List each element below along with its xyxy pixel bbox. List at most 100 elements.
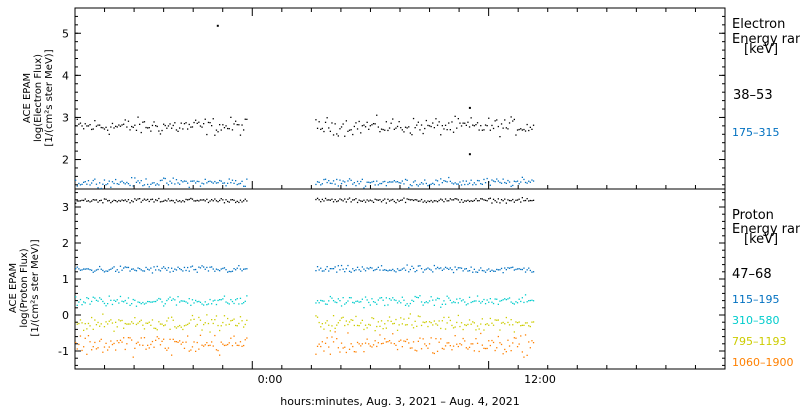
electron-point xyxy=(150,183,152,185)
proton-point xyxy=(211,319,213,321)
proton-point xyxy=(318,343,320,345)
proton-point xyxy=(137,341,139,343)
proton-ylabel-line1: ACE EPAM xyxy=(8,263,19,313)
proton-point xyxy=(207,344,210,347)
proton-point xyxy=(78,301,80,303)
proton-point xyxy=(441,269,443,271)
proton-data-points xyxy=(75,197,535,358)
proton-point xyxy=(430,199,432,202)
proton-point xyxy=(425,201,427,204)
proton-point xyxy=(462,201,464,203)
electron-point xyxy=(409,184,411,186)
electron-point xyxy=(196,180,198,182)
proton-point xyxy=(411,199,413,201)
proton-point xyxy=(139,198,141,200)
proton-point xyxy=(87,297,90,300)
proton-point xyxy=(321,323,323,325)
electron-point xyxy=(524,130,527,132)
electron-point xyxy=(118,183,120,185)
proton-point xyxy=(363,268,365,270)
proton-point xyxy=(191,265,194,267)
proton-point xyxy=(520,300,522,303)
electron-point xyxy=(363,124,365,126)
proton-point xyxy=(171,299,173,301)
proton-point xyxy=(100,298,102,300)
proton-point xyxy=(83,268,85,270)
electron-point xyxy=(140,180,142,182)
proton-point xyxy=(486,200,488,202)
electron-point xyxy=(483,178,485,181)
proton-point xyxy=(444,345,447,347)
proton-point xyxy=(108,295,110,297)
proton-point xyxy=(134,317,136,319)
proton-point xyxy=(505,316,507,319)
proton-point xyxy=(238,201,240,204)
electron-point xyxy=(79,184,82,186)
electron-point xyxy=(241,124,243,126)
proton-point xyxy=(198,200,200,202)
proton-point xyxy=(393,299,395,301)
proton-point xyxy=(388,316,391,318)
proton-point xyxy=(510,350,512,352)
proton-point xyxy=(465,347,467,349)
proton-point xyxy=(91,300,93,303)
proton-point xyxy=(454,198,456,200)
proton-point xyxy=(139,268,141,270)
proton-point xyxy=(420,324,423,327)
proton-point xyxy=(492,198,495,200)
proton-point xyxy=(318,199,320,201)
proton-point xyxy=(179,301,181,303)
proton-point xyxy=(329,199,331,201)
proton-point xyxy=(488,340,490,342)
proton-point xyxy=(532,199,535,201)
proton-point xyxy=(315,315,317,317)
proton-point xyxy=(344,324,346,327)
proton-point xyxy=(470,266,472,268)
proton-legend-item-1: 115–195 xyxy=(732,293,780,306)
proton-point xyxy=(214,319,216,321)
proton-point xyxy=(480,198,482,200)
electron-point xyxy=(508,122,511,124)
proton-point xyxy=(430,337,432,339)
proton-point xyxy=(246,295,248,297)
proton-point xyxy=(331,198,333,200)
proton-point xyxy=(126,323,128,325)
proton-point xyxy=(334,327,336,329)
proton-point xyxy=(438,267,440,270)
proton-point xyxy=(140,303,142,305)
proton-point xyxy=(87,322,90,325)
proton-point xyxy=(324,197,327,200)
electron-outlier-point-2 xyxy=(468,153,471,156)
proton-point xyxy=(87,335,90,337)
proton-legend-title: Proton xyxy=(732,208,774,223)
proton-point xyxy=(147,268,149,270)
proton-point xyxy=(156,199,158,202)
proton-point xyxy=(316,197,319,199)
proton-point xyxy=(502,353,504,355)
proton-point xyxy=(409,347,411,349)
electron-point xyxy=(470,117,472,119)
electron-point xyxy=(379,182,381,185)
electron-point xyxy=(326,117,328,119)
proton-point xyxy=(142,324,144,326)
proton-point xyxy=(177,341,179,343)
proton-point xyxy=(187,199,189,201)
electron-point xyxy=(76,185,78,187)
proton-point xyxy=(400,339,402,341)
proton-legend-item-4: 1060–1900 xyxy=(732,356,794,369)
electron-point xyxy=(100,126,102,129)
proton-point xyxy=(523,324,525,326)
proton-point xyxy=(191,299,194,301)
electron-point xyxy=(526,182,528,184)
proton-point xyxy=(225,301,227,303)
proton-point xyxy=(494,298,496,300)
electron-point xyxy=(238,124,240,126)
proton-point xyxy=(473,322,475,324)
proton-point xyxy=(127,323,130,325)
electron-point xyxy=(147,127,149,129)
proton-point xyxy=(199,199,202,201)
proton-point xyxy=(148,321,150,323)
proton-point xyxy=(241,201,243,203)
proton-point xyxy=(508,324,511,326)
proton-point xyxy=(320,267,322,269)
